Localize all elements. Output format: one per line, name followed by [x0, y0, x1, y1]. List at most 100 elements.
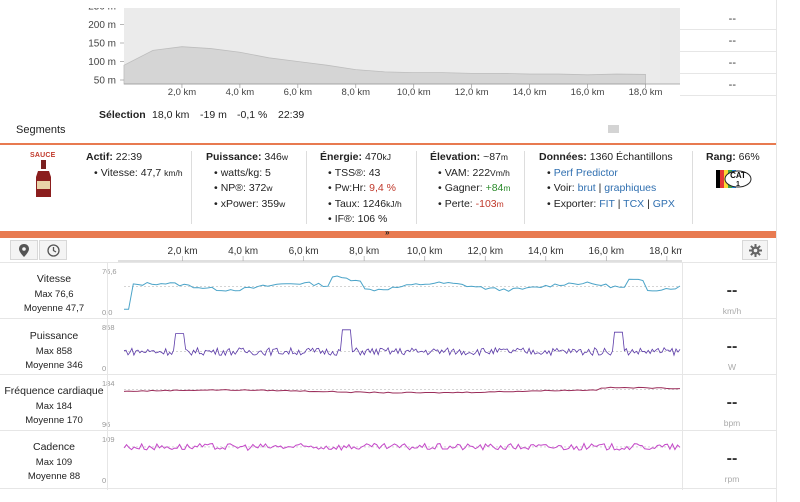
distance-axis-label: 12,0 km	[467, 246, 503, 257]
selection-grade: -0,1 %	[237, 109, 268, 121]
export-separator: |	[647, 197, 650, 210]
collapse-band[interactable]	[0, 231, 776, 238]
time-axis-button[interactable]	[39, 240, 67, 260]
stream-max: Max 184	[35, 401, 73, 412]
xpower-label: xPower:	[220, 197, 259, 210]
gain-value: +84	[485, 182, 504, 194]
rank-label: Rang:	[706, 151, 736, 163]
speed-current-value: --	[726, 282, 738, 299]
speed-unit: km/h	[164, 167, 183, 178]
speed-label: Vitesse:	[100, 166, 138, 179]
vam-label: VAM:	[444, 166, 470, 179]
stats-separator	[692, 151, 693, 224]
right-value: --	[680, 52, 776, 74]
map-pin-icon	[19, 243, 29, 257]
segments-scrollbar[interactable]	[608, 125, 619, 133]
np-label: NP®:	[220, 182, 246, 194]
elevation-x-tick-label: 8,0 km	[342, 87, 371, 96]
elevation-x-tick-label: 12,0 km	[455, 87, 489, 96]
selection-overflow	[660, 8, 680, 84]
stream-series-line	[123, 442, 681, 452]
np-unit: w	[266, 183, 273, 193]
gain-label: Gagner:	[444, 182, 483, 194]
sauce-bottle-icon	[36, 160, 51, 197]
export-label: Exporter:	[553, 197, 597, 210]
selection-distance: 18,0 km	[152, 109, 190, 121]
active-value: 22:39	[115, 151, 143, 163]
stream-speed-label: Vitesse Max 76,6 Moyenne 47,7	[0, 272, 108, 316]
stats-elevation: Élevation: ~87m VAM: 222Vm/h Gagner: +84…	[430, 150, 510, 212]
sauce-logo-text: SAUCE	[30, 152, 56, 159]
stream-y-max: 76,6	[102, 267, 117, 276]
elevation-x-tick-label: 18,0 km	[629, 87, 663, 96]
np-value: 372	[248, 182, 267, 194]
view-separator: |	[598, 182, 602, 194]
distance-axis-label: 2,0 km	[168, 246, 198, 257]
xpower-value: 359	[261, 197, 280, 210]
speed-value: 47,7	[140, 166, 162, 179]
distance-axis-label: 4,0 km	[228, 246, 258, 257]
speed-unit: km/h	[722, 306, 742, 316]
loss-unit: m	[496, 198, 504, 209]
view-raw-link[interactable]: brut	[577, 182, 596, 194]
rate-label: Taux:	[334, 197, 360, 210]
export-fit-link[interactable]: FIT	[599, 197, 615, 210]
wkg-value: 5	[265, 166, 271, 179]
view-label: Voir:	[553, 182, 575, 194]
stats-data: Données: 1360 Échantillons Perf Predicto…	[539, 150, 675, 212]
distance-axis-label: 6,0 km	[289, 246, 319, 257]
stream-label-divider	[107, 262, 108, 490]
export-gpx-link[interactable]: GPX	[652, 197, 675, 210]
stream-series-line	[124, 275, 681, 310]
elevation-area	[123, 46, 646, 85]
selection-stats-panel: -- -- -- --	[680, 8, 776, 96]
tss-label: TSS®:	[334, 166, 366, 179]
cadence-chart[interactable]: 109 0	[100, 432, 682, 486]
stream-y-max: 109	[102, 435, 115, 444]
elevation-y-tick-label: 100 m	[88, 57, 116, 68]
elevation-y-tick-label: 250 m	[88, 8, 116, 13]
data-label: Données:	[539, 151, 587, 163]
distance-axis-label: 14,0 km	[528, 246, 564, 257]
distance-axis-label: 8,0 km	[349, 246, 379, 257]
elevation-unit: m	[500, 152, 509, 162]
power-chart[interactable]: 858 0	[100, 320, 682, 374]
right-value: --	[680, 74, 776, 96]
loss-label: Perte:	[444, 197, 473, 210]
perf-predictor-link[interactable]: Perf Predictor	[553, 166, 618, 179]
elevation-x-tick-label: 6,0 km	[284, 87, 313, 96]
stream-max: Max 858	[35, 346, 73, 357]
section-divider	[0, 143, 776, 145]
hr-readout: -- bpm	[692, 394, 772, 428]
heart-rate-chart[interactable]: 184 96	[100, 376, 682, 430]
power-unit: W	[727, 362, 737, 372]
rank-value: 66%	[738, 151, 760, 163]
power-value: 346	[264, 151, 282, 163]
elevation-y-tick-label: 150 m	[88, 39, 116, 50]
stream-avg: Moyenne 47,7	[23, 303, 85, 314]
elevation-x-tick-label: 2,0 km	[168, 87, 197, 96]
map-pin-button[interactable]	[10, 240, 38, 260]
stats-energy: Énergie: 470kJ TSS®: 43 Pw:Hr: 9,4 % Tau…	[320, 150, 402, 228]
export-tcx-link[interactable]: TCX	[623, 197, 645, 210]
energy-value: 470	[364, 151, 383, 163]
elevation-y-tick-label: 200 m	[88, 20, 116, 31]
elevation-x-tick-label: 16,0 km	[571, 87, 605, 96]
settings-button[interactable]	[742, 240, 768, 260]
export-separator: |	[617, 197, 621, 210]
collapse-arrow[interactable]: »	[385, 228, 390, 237]
xpower-unit: w	[279, 198, 286, 209]
stream-avg: Moyenne 346	[25, 360, 83, 371]
elevation-chart[interactable]: 250 m 200 m 150 m 100 m 50 m 2,0 km 4,0 km 6,0 …	[78, 8, 682, 96]
pwhr-label: Pw:Hr:	[334, 182, 367, 194]
cadence-readout: -- rpm	[692, 450, 772, 484]
speed-chart[interactable]: 76,60,0	[100, 264, 682, 318]
active-label: Actif:	[86, 151, 113, 163]
selection-label: Sélection	[99, 109, 146, 121]
view-graphs-link[interactable]: graphiques	[604, 182, 657, 194]
energy-unit: kJ	[382, 152, 391, 162]
gain-unit: m	[503, 183, 511, 193]
distance-axis-label: 10,0 km	[407, 246, 443, 257]
data-value: 1360 Échantillons	[589, 151, 673, 163]
stats-power: Puissance: 346w watts/kg: 5 NP®: 372w xP…	[206, 150, 288, 212]
